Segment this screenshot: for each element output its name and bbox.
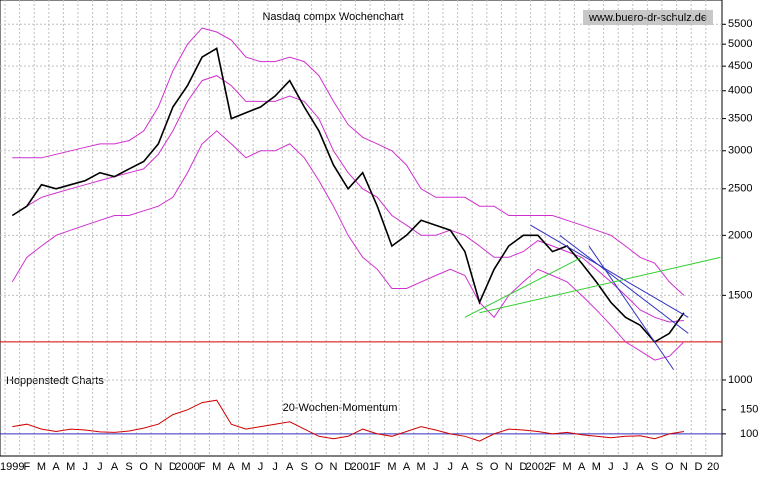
series-line (12, 27, 685, 296)
x-tick-label: D (169, 461, 177, 473)
y2-tick-label: 100 (740, 428, 758, 440)
x-tick-label: M (563, 461, 572, 473)
x-tick-label: S (125, 461, 132, 473)
x-tick-label: M (592, 461, 601, 473)
x-tick-label: S (476, 461, 483, 473)
chart-title: Nasdaq compx Wochenchart (262, 11, 403, 23)
annotation: Hoppenstedt Charts (6, 375, 104, 387)
x-tick-label: S (301, 461, 308, 473)
x-tick-label: J (448, 461, 454, 473)
x-tick-label: F (549, 461, 556, 473)
x-tick-label: A (578, 461, 586, 473)
x-tick-label: M (417, 461, 426, 473)
x-tick-label: A (52, 461, 60, 473)
x-tick-label: J (623, 461, 629, 473)
x-tick-label: D (519, 461, 527, 473)
y-tick-label: 2500 (728, 183, 752, 195)
trend-line (479, 256, 721, 314)
x-tick-label: N (680, 461, 688, 473)
x-tick-label: M (387, 461, 396, 473)
x-tick-label: A (636, 461, 644, 473)
x-tick-label: N (505, 461, 513, 473)
trend-line (559, 234, 689, 334)
plot-frame (0, 0, 723, 457)
x-tick-label: O (315, 461, 324, 473)
x-tick-label: D (344, 461, 352, 473)
trend-line (530, 224, 689, 318)
x-tick-label: O (139, 461, 148, 473)
y2-tick-label: 150 (740, 404, 758, 416)
x-tick-label: A (111, 461, 119, 473)
x-tick-label: A (461, 461, 469, 473)
x-tick-label: M (66, 461, 75, 473)
x-tick-label: M (212, 461, 221, 473)
x-tick-label: 2000 (175, 461, 199, 473)
x-tick-label: F (374, 461, 381, 473)
x-tick-label: J (97, 461, 103, 473)
y-tick-label: 4500 (728, 60, 752, 72)
x-tick-label: 2002 (526, 461, 550, 473)
x-tick-label: J (608, 461, 614, 473)
y-tick-label: 4000 (728, 85, 752, 97)
series-line (12, 399, 684, 442)
y-tick-label: 3000 (728, 145, 752, 157)
x-tick-label: J (433, 461, 439, 473)
y-tick-label: 5000 (728, 38, 752, 50)
y-tick-label: 3500 (728, 112, 752, 124)
y-tick-label: 5500 (728, 18, 752, 30)
annotation: 20-Wochen-Momentum (283, 402, 398, 414)
series-line (12, 75, 684, 323)
trend-line (588, 245, 675, 371)
source-box (583, 10, 713, 25)
series-line (11, 47, 685, 343)
x-tick-label: J (83, 461, 89, 473)
trend-line (464, 256, 582, 318)
x-tick-label: D (695, 461, 703, 473)
x-tick-label: A (286, 461, 294, 473)
x-tick-label: N (154, 461, 162, 473)
x-tick-label: 1999 (0, 461, 24, 473)
series-line (11, 130, 685, 361)
x-tick-label: S (651, 461, 658, 473)
x-tick-label: A (403, 461, 411, 473)
x-tick-label: 2001 (350, 461, 374, 473)
x-tick-label: F (24, 461, 31, 473)
x-tick-label: F (199, 461, 206, 473)
y-tick-label: 1000 (728, 374, 752, 386)
x-tick-label: O (665, 461, 674, 473)
x-tick-label: J (258, 461, 264, 473)
x-tick-label: M (37, 461, 46, 473)
x-tick-label: M (241, 461, 250, 473)
x-tick-label: O (490, 461, 499, 473)
x-tick-label: A (228, 461, 236, 473)
y-tick-label: 2000 (728, 229, 752, 241)
y-tick-label: 1500 (728, 289, 752, 301)
x-tick-label: J (272, 461, 278, 473)
x-tick-label: N (330, 461, 338, 473)
x-tick-label: 20 (707, 461, 719, 473)
